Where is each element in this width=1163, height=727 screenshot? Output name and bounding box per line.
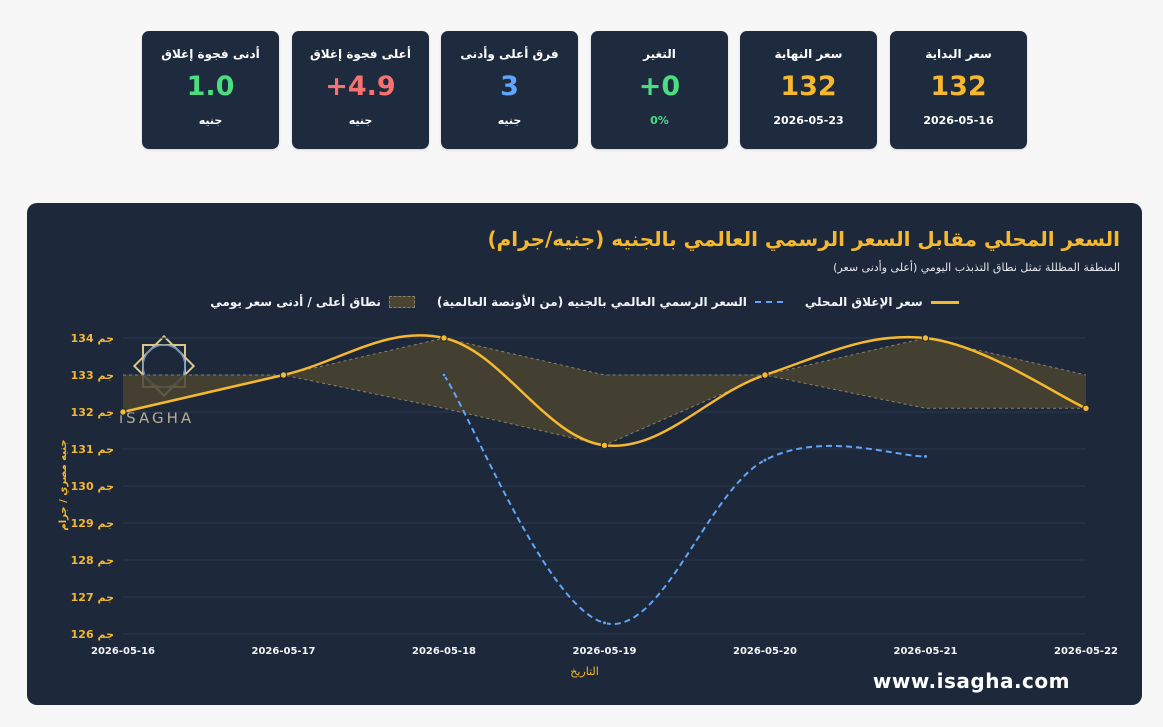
card-sub: 2026-05-23 [773,114,844,127]
series-point-0 [761,371,769,379]
card-title: التغير [643,47,676,61]
x-tick-label: 2026-05-20 [733,646,797,657]
card-title: أعلى فجوة إغلاق [310,47,411,61]
legend-item-local-close[interactable]: سعر الإغلاق المحلي [805,291,959,313]
legend-item-daily-range[interactable]: نطاق أعلى / أدنى سعر يومي [210,291,415,313]
watermark-url: www.isagha.com [872,669,1070,693]
y-tick-label: 128 جم [71,554,114,567]
series-line-1 [443,374,926,625]
legend-label: سعر الإغلاق المحلي [804,295,923,309]
y-tick-label: 127 جم [71,591,114,604]
y-tick-label: 130 جم [71,480,114,493]
x-tick-label: 2026-05-18 [412,646,476,657]
legend-label: السعر الرسمي العالمي بالجنيه (من الأونصة… [436,295,747,309]
chart-panel: السعر المحلي مقابل السعر الرسمي العالمي … [27,203,1142,705]
card-sub: جنيه [198,114,223,127]
card-change: التغير +0 0% [591,31,728,149]
legend-swatch-solid [930,300,959,304]
card-title: سعر النهاية [774,47,843,61]
series-point-0 [279,371,288,379]
card-title: فرق أعلى وأدنى [460,47,559,61]
card-start-price: سعر البداية 132 2026-05-16 [890,31,1027,149]
card-end-price: سعر النهاية 132 2026-05-23 [740,31,877,149]
card-sub: 2026-05-16 [923,114,994,127]
y-tick-label: 129 جم [71,517,114,530]
card-value: 132 [780,71,837,102]
card-sub: 0% [650,114,669,127]
card-title: سعر البداية [925,47,992,61]
card-max-gap: أعلى فجوة إغلاق +4.9 جنيه [292,31,429,149]
y-tick-label: 134 جم [71,332,114,345]
y-tick-label: 133 جم [71,369,114,382]
y-tick-label: 132 جم [71,406,114,419]
card-value: +0 [638,71,681,102]
x-tick-label: 2026-05-17 [252,646,316,657]
card-value: 1.0 [186,71,235,102]
x-tick-label: 2026-05-22 [1054,646,1118,657]
daily-range-band [123,338,1086,446]
y-tick-label: 131 جم [71,443,114,456]
chart-subtitle: المنطقة المظللة تمثل نطاق التذبذب اليومي… [833,261,1120,274]
card-min-gap: أدنى فجوة إغلاق 1.0 جنيه [142,31,279,149]
series-point-0 [440,334,448,342]
stats-cards: سعر البداية 132 2026-05-16 سعر النهاية 1… [142,31,1027,149]
x-tick-label: 2026-05-16 [91,646,155,657]
card-value: 132 [930,71,987,102]
series-point-1 [923,453,928,459]
legend-swatch-band [388,296,415,308]
series-point-1 [602,620,607,626]
chart-legend: سعر الإغلاق المحلي السعر الرسمي العالمي … [27,291,1142,313]
x-tick-label: 2026-05-19 [573,646,637,657]
card-high-low-diff: فرق أعلى وأدنى 3 جنيه [441,31,578,149]
series-point-0 [921,334,930,342]
chart-title: السعر المحلي مقابل السعر الرسمي العالمي … [487,227,1120,251]
series-point-0 [600,441,609,449]
series-point-1 [762,457,768,463]
series-point-0 [119,408,127,416]
series-point-0 [1082,404,1090,412]
legend-item-global-price[interactable]: السعر الرسمي العالمي بالجنيه (من الأونصة… [437,291,783,313]
card-sub: جنيه [497,114,522,127]
series-point-1 [441,372,447,378]
card-sub: جنيه [348,114,373,127]
y-axis-title: جنيه مصري / جرام [58,439,69,530]
card-value: 3 [500,71,519,102]
legend-swatch-dashed [754,301,783,303]
x-axis-title: التاريخ [570,665,599,678]
y-tick-label: 126 جم [71,628,114,641]
card-title: أدنى فجوة إغلاق [161,47,260,61]
logo-text: iSAGHA [119,409,195,427]
x-tick-label: 2026-05-21 [894,646,958,657]
legend-label: نطاق أعلى / أدنى سعر يومي [210,295,381,309]
card-value: +4.9 [325,71,396,102]
